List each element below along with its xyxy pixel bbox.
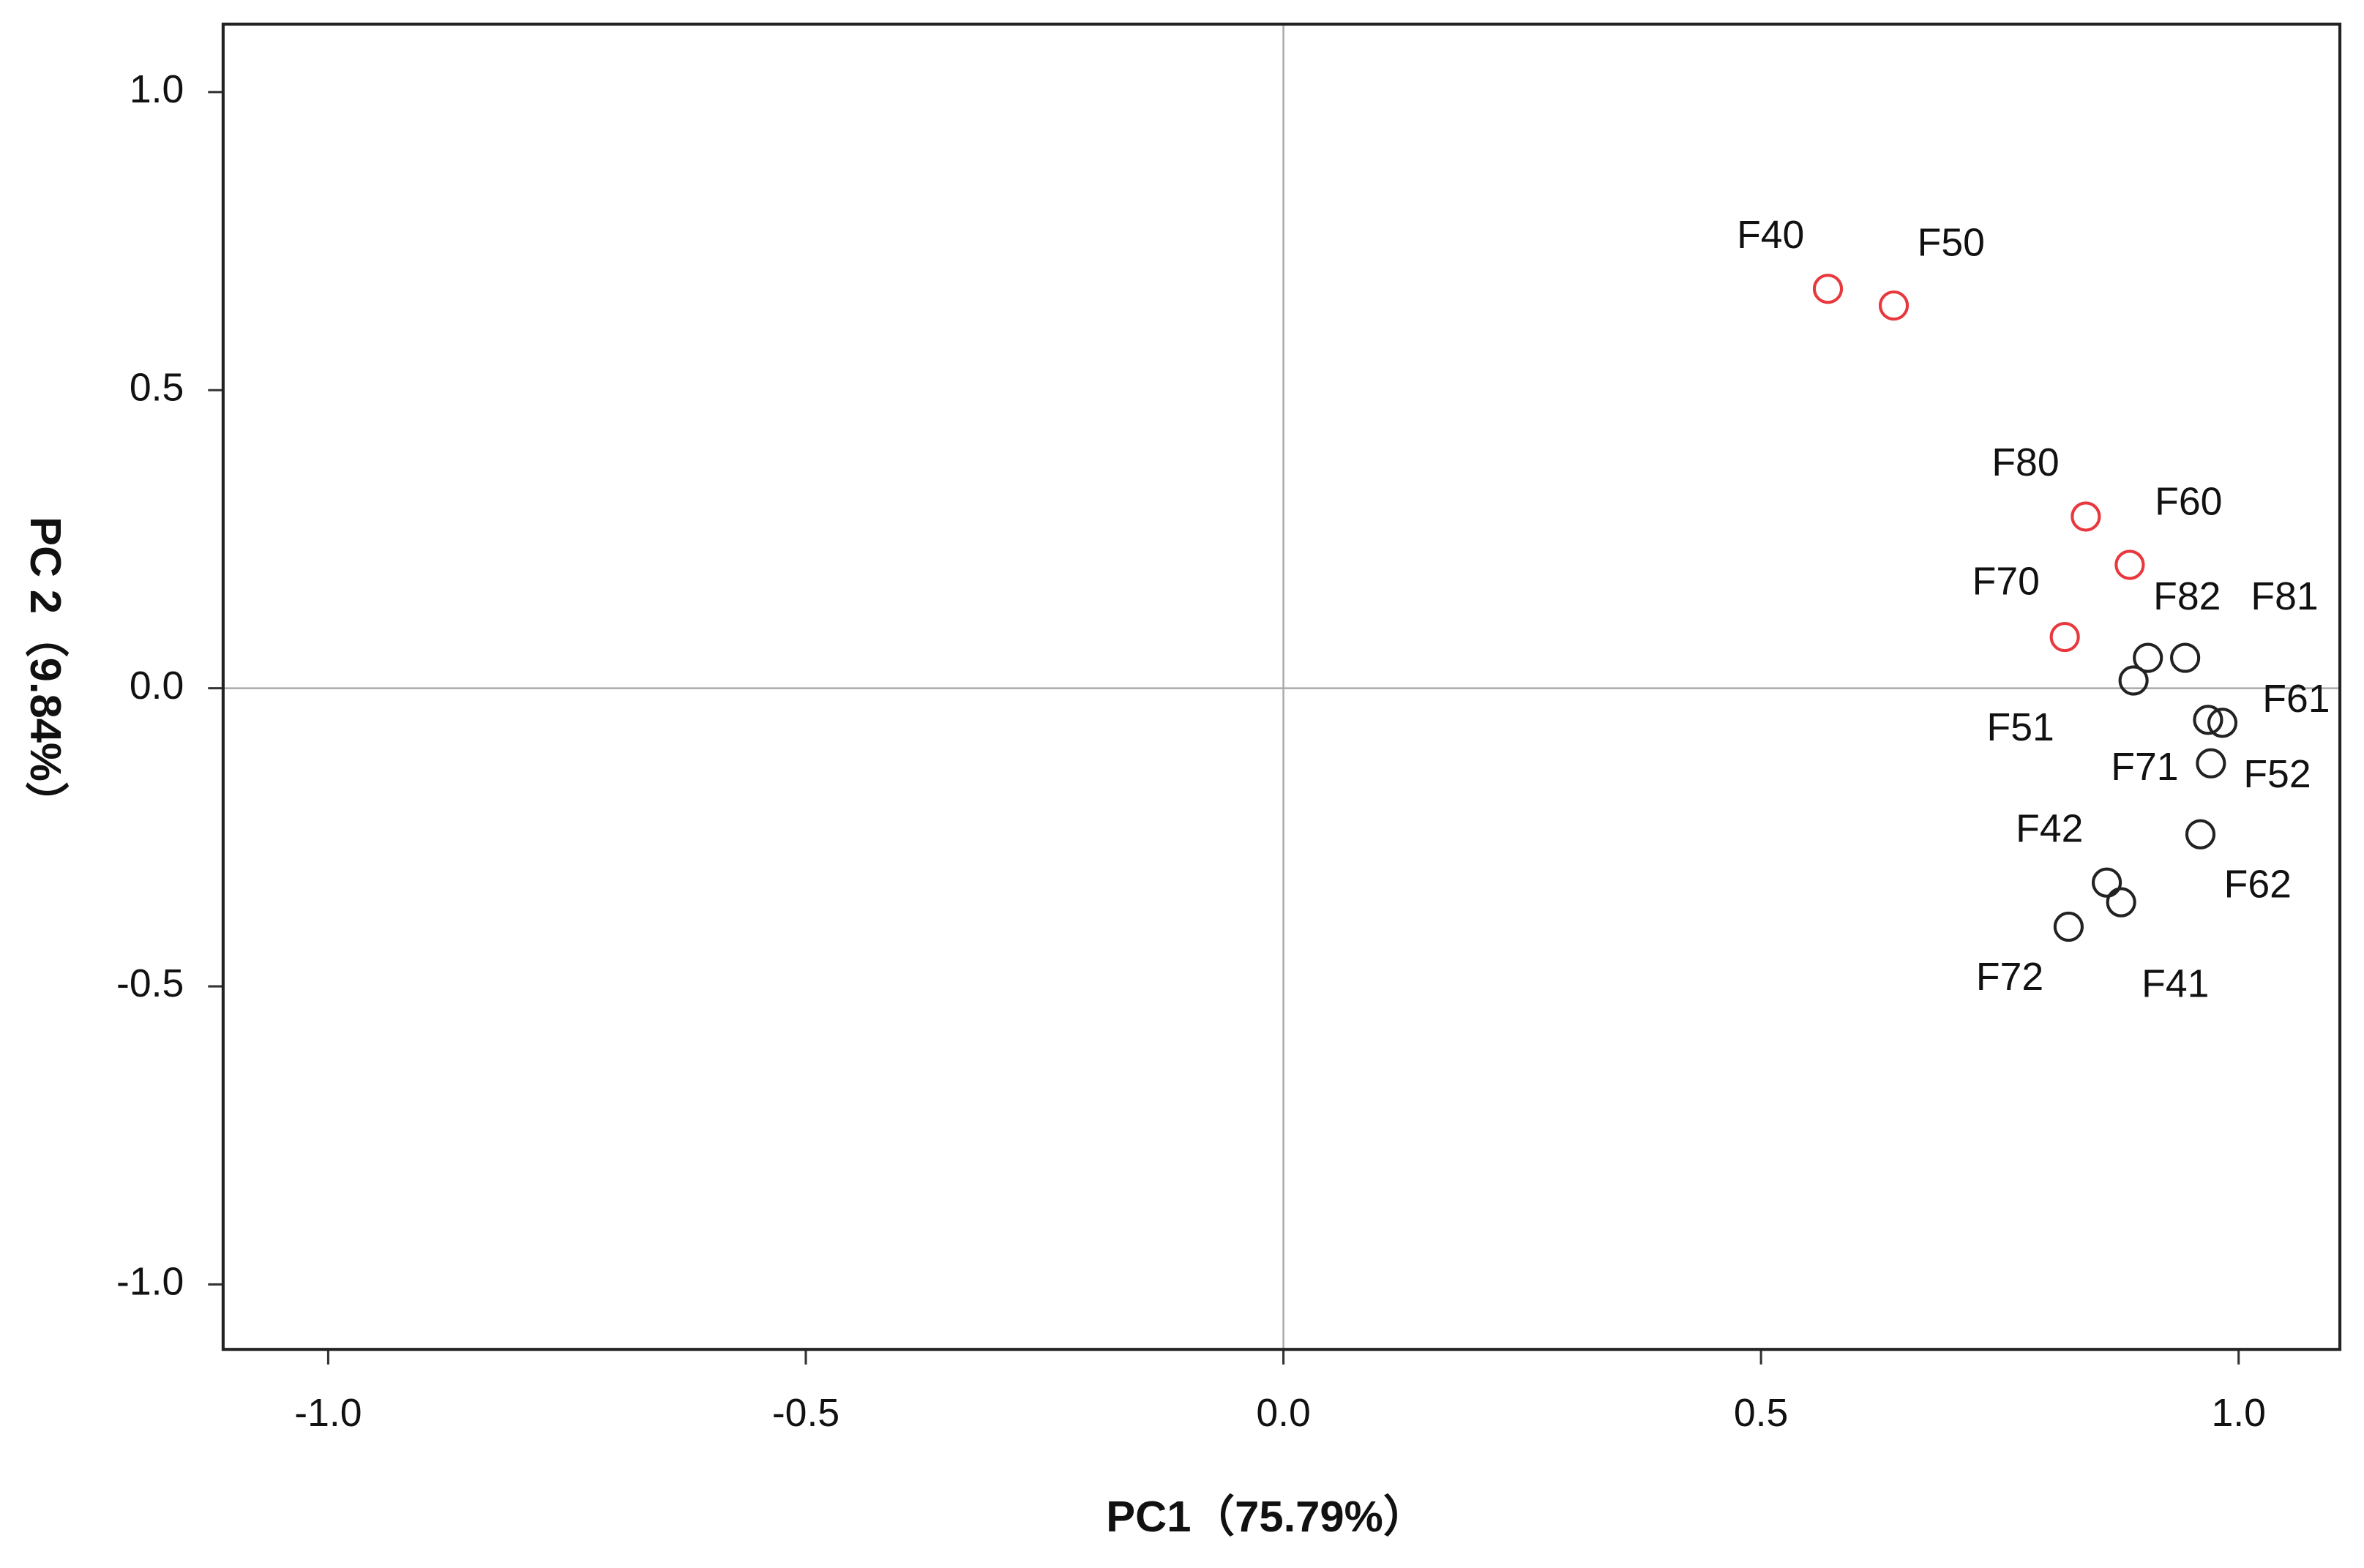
point-label: F72 bbox=[1976, 956, 2043, 999]
y-axis-title: PC 2（9.84%） bbox=[21, 517, 70, 825]
point bbox=[2196, 748, 2226, 779]
x-axis-title: PC1（75.79%） bbox=[1106, 1492, 1426, 1541]
point bbox=[2118, 665, 2149, 696]
point-label: F40 bbox=[1737, 214, 1804, 257]
point bbox=[2133, 642, 2163, 673]
plot-frame bbox=[221, 22, 2342, 1351]
point-label: F80 bbox=[1991, 441, 2059, 484]
point-label: F60 bbox=[2155, 481, 2222, 524]
point bbox=[2185, 819, 2216, 849]
y-tick-label: -1.0 bbox=[116, 1261, 184, 1304]
x-tick-label: -1.0 bbox=[294, 1392, 362, 1435]
point bbox=[2091, 867, 2122, 898]
point-label: F41 bbox=[2142, 963, 2209, 1006]
point-label: F52 bbox=[2243, 753, 2311, 796]
point bbox=[2049, 621, 2080, 653]
point bbox=[1812, 274, 1844, 304]
y-tick-label: -0.5 bbox=[116, 962, 184, 1005]
point bbox=[2071, 501, 2101, 532]
point bbox=[2170, 642, 2201, 673]
point-label: F61 bbox=[2262, 678, 2330, 721]
point bbox=[2193, 705, 2223, 735]
y-tick-label: 0.5 bbox=[130, 366, 184, 409]
x-tick-label: 0.0 bbox=[1256, 1392, 1310, 1435]
point bbox=[2114, 549, 2145, 580]
point bbox=[2106, 887, 2136, 918]
y-tick-label: 0.0 bbox=[130, 664, 184, 708]
point bbox=[2053, 911, 2084, 942]
point-label: F71 bbox=[2111, 746, 2178, 789]
point-label: F82 bbox=[2153, 575, 2221, 618]
point-label: F51 bbox=[1987, 706, 2054, 749]
x-tick-label: -0.5 bbox=[772, 1392, 839, 1435]
point-label: F62 bbox=[2224, 863, 2292, 907]
x-tick-label: 0.5 bbox=[1734, 1392, 1788, 1435]
point bbox=[1878, 290, 1909, 321]
point bbox=[2207, 708, 2238, 738]
point-label: F81 bbox=[2251, 575, 2318, 618]
point-label: F50 bbox=[1918, 221, 1985, 264]
point-label: F70 bbox=[1972, 560, 2040, 604]
x-tick-label: 1.0 bbox=[2211, 1392, 2265, 1435]
point-label: F42 bbox=[2016, 807, 2083, 850]
y-tick-label: 1.0 bbox=[130, 68, 184, 111]
